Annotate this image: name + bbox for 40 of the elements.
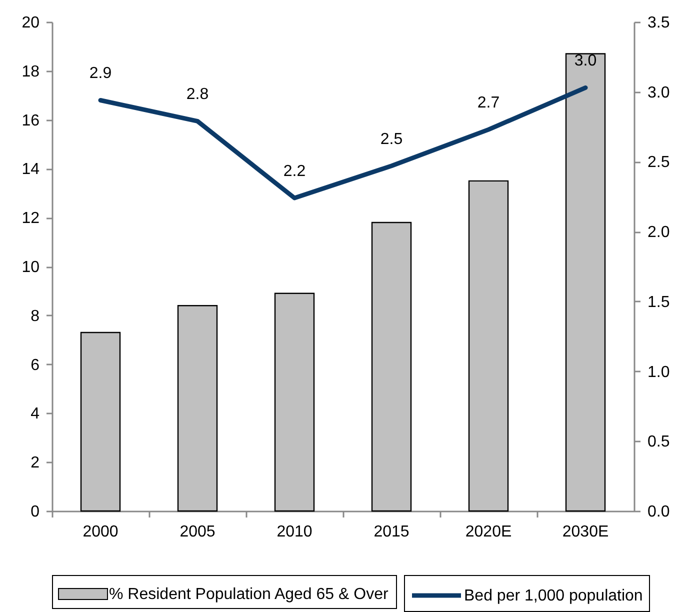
y-tick-label: 8 [30,308,40,325]
x-tick-label: 2000 [82,524,118,540]
x-tick-label: 2005 [180,524,216,540]
y2-tick-label: 2.5 [648,154,670,172]
legend-label: Bed per 1,000 population [464,588,643,604]
y2-tick-label: 0.5 [648,434,670,451]
y-tick-label: 14 [22,161,40,178]
y-tick-label: 6 [30,356,40,374]
data-label: 2.8 [186,86,209,104]
y-tick-label: 0 [30,504,40,520]
y-tick-label: 18 [22,63,40,80]
line-series [98,85,588,200]
legend-label: % Resident Population Aged 65 & Over [109,586,389,603]
bar [177,305,218,512]
x-tick-label: 2015 [374,524,410,540]
y-tick-label: 2 [30,454,40,472]
bar [468,180,509,512]
y2-tick-label: 2.0 [648,224,670,242]
data-label: 2.2 [283,163,306,180]
x-tick-label: 2020E [465,524,512,540]
bar [371,222,412,512]
y2-tick-label: 3.0 [648,84,670,102]
y-tick-label: 4 [30,406,40,423]
x-tick-label: 2010 [276,524,312,540]
data-label: 2.5 [380,130,403,148]
x-tick-label: 2030E [562,524,609,540]
bar [274,292,315,512]
y-tick-label: 16 [22,112,40,130]
bar [565,53,606,512]
y2-tick-label: 1.5 [648,294,670,311]
data-label: 3.0 [574,52,597,70]
y-tick-label: 10 [22,259,40,276]
y2-tick-label: 1.0 [648,364,670,381]
bar [80,332,121,512]
y-tick-label: 12 [22,210,40,228]
y2-tick-label: 3.5 [648,14,670,32]
y2-tick-label: 0.0 [648,504,670,520]
y-tick-label: 20 [22,14,40,32]
data-label: 2.7 [477,94,500,112]
data-label: 2.9 [89,65,112,82]
